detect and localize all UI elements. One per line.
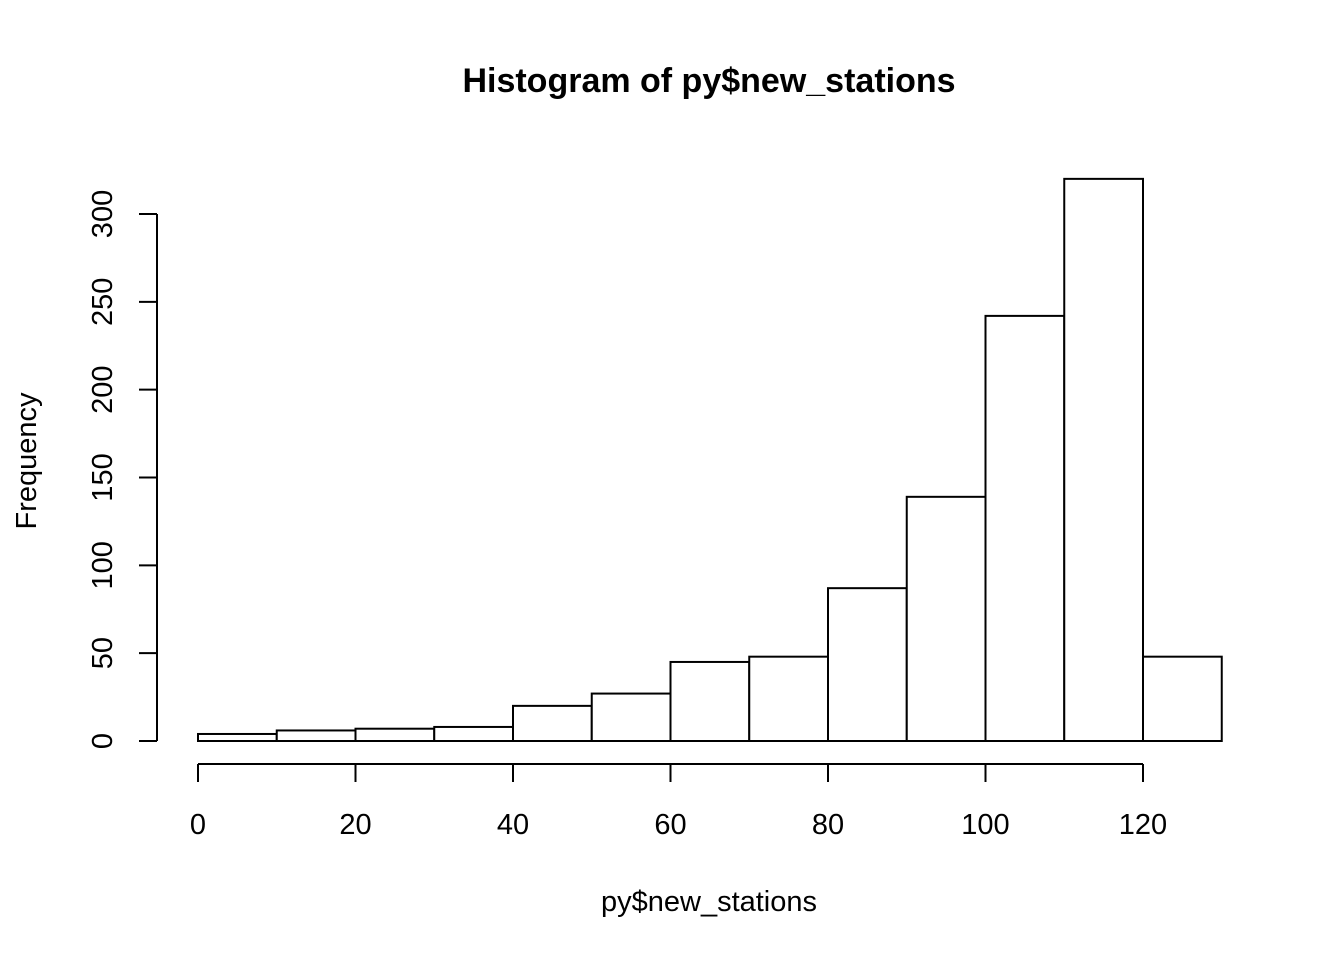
y-axis-label: Frequency — [11, 392, 43, 530]
y-tick-label-300: 300 — [87, 190, 119, 238]
histogram-bar-3 — [433, 725, 514, 742]
x-tick-label-80: 80 — [812, 809, 844, 841]
histogram-bar-11 — [1063, 177, 1144, 743]
chart-title: Histogram of py$new_stations — [462, 62, 955, 100]
x-tick-label-40: 40 — [497, 809, 529, 841]
x-tick-label-0: 0 — [190, 809, 206, 841]
x-tick-label-20: 20 — [339, 809, 371, 841]
x-tick-label-60: 60 — [654, 809, 686, 841]
y-tick-label-250: 250 — [87, 278, 119, 326]
y-tick-label-0: 0 — [87, 733, 119, 749]
histogram-bar-0 — [197, 732, 278, 742]
histogram-bar-2 — [354, 727, 436, 742]
y-tick-label-50: 50 — [87, 637, 119, 669]
y-tick-label-150: 150 — [87, 453, 119, 501]
histogram-bar-7 — [748, 655, 829, 742]
histogram-bar-12 — [1142, 655, 1223, 742]
histogram-bar-5 — [590, 692, 672, 743]
histogram-bar-4 — [512, 704, 593, 742]
x-axis-label: py$new_stations — [601, 886, 817, 918]
y-tick-label-200: 200 — [87, 365, 119, 413]
x-tick-label-120: 120 — [1119, 809, 1167, 841]
histogram-bar-8 — [827, 587, 908, 742]
histogram-bar-1 — [275, 729, 357, 743]
bars-group — [197, 177, 1223, 743]
histogram-bar-6 — [669, 660, 751, 743]
x-tick-label-100: 100 — [961, 809, 1009, 841]
y-axis: 0 50 100 150 200 250 300 — [87, 190, 158, 749]
histogram-bar-10 — [984, 314, 1066, 742]
x-axis: 0 20 40 60 80 100 120 — [190, 763, 1167, 841]
y-tick-label-100: 100 — [87, 541, 119, 589]
histogram-bar-9 — [905, 495, 987, 742]
